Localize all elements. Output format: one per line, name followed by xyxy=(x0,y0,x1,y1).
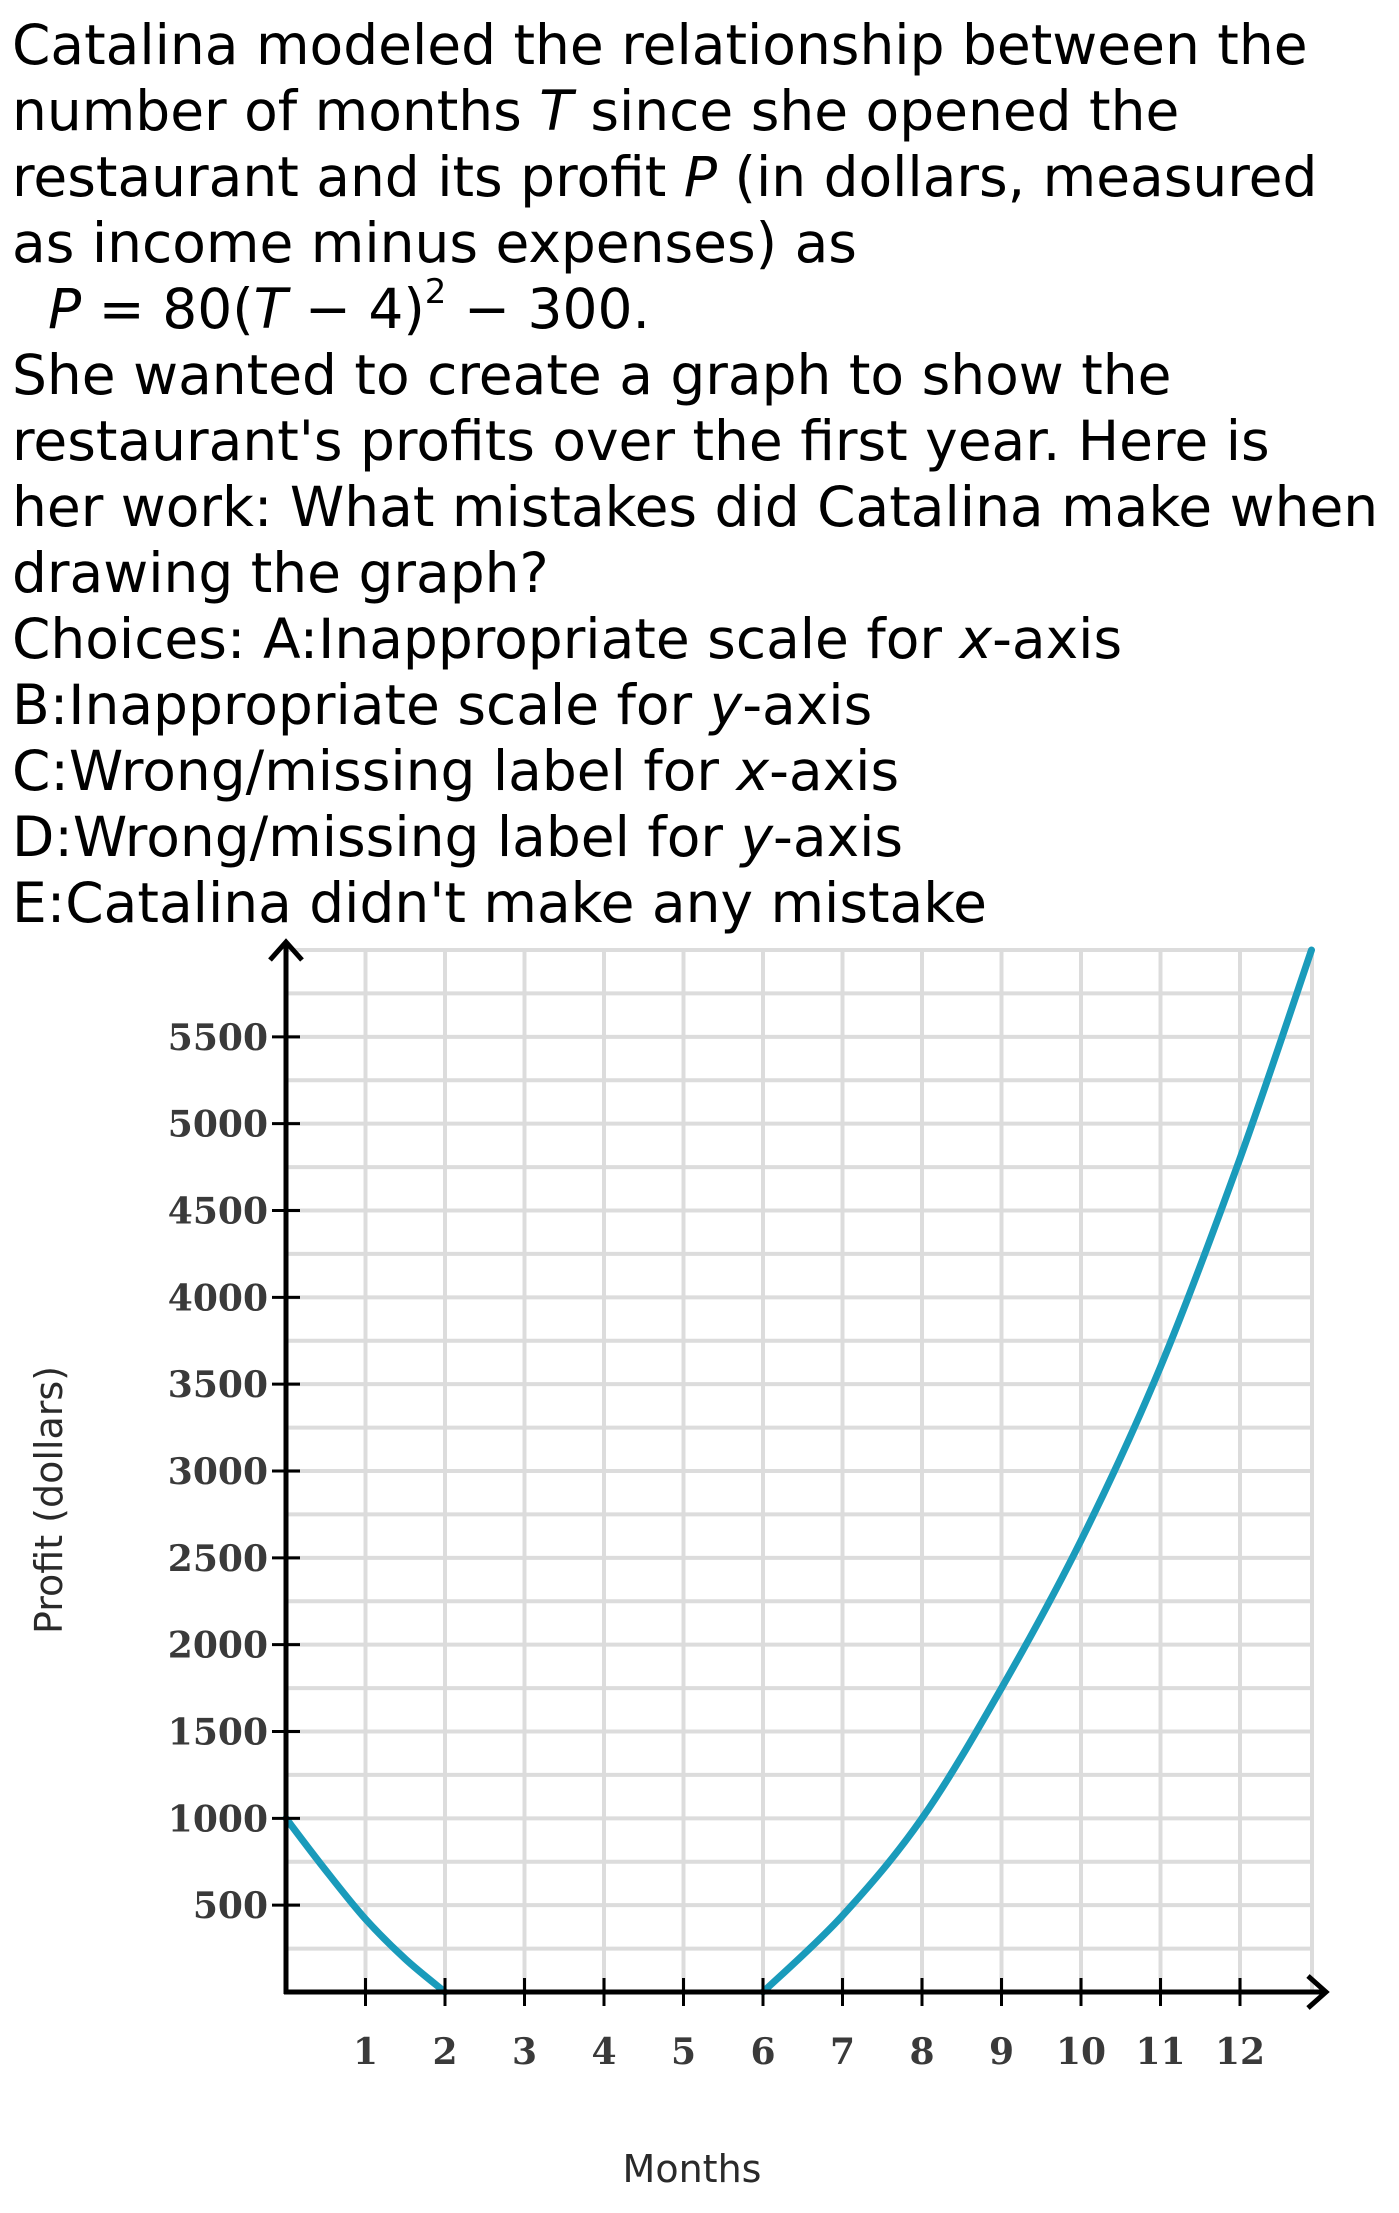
formula-exponent: 2 xyxy=(424,271,447,312)
choice-d-suffix: -axis xyxy=(773,805,904,869)
intro-line-4: as income minus expenses) as xyxy=(12,211,857,275)
intro-line-2: number of months T since she opened the xyxy=(12,78,1392,144)
y-tick-label: 4000 xyxy=(168,1277,268,1319)
x-tick-label: 10 xyxy=(1056,2031,1106,2073)
x-tick-label: 4 xyxy=(591,2031,616,2073)
x-tick-label: 1 xyxy=(353,2031,378,2073)
curves xyxy=(282,946,1315,1996)
series-curve-1 xyxy=(282,1814,449,1996)
intro-line-1: Catalina modeled the relationship betwee… xyxy=(12,13,1308,77)
choice-c-suffix: -axis xyxy=(769,739,900,803)
choice-b: B:Inappropriate scale for y-axis xyxy=(12,672,1392,738)
intro-line-3b: (in dollars, measured xyxy=(717,145,1318,209)
y-tick-label: 5500 xyxy=(168,1017,268,1059)
profit-chart: 500 1000 1500 2000 2500 3000 3500 4000 4500 5000 5… xyxy=(27,938,1330,2191)
choice-a: Choices: A:Inappropriate scale for x-axi… xyxy=(12,606,1392,672)
choice-a-suffix: -axis xyxy=(992,607,1123,671)
x-tick-label: 11 xyxy=(1135,2031,1185,2073)
x-axis-label: Months xyxy=(623,2147,762,2191)
body-line-3: her work: What mistakes did Catalina mak… xyxy=(12,475,1379,539)
formula-t: T xyxy=(253,277,288,341)
formula-tail: − 300. xyxy=(446,277,650,341)
chart-container: 500 1000 1500 2000 2500 3000 3500 4000 4500 5000 5… xyxy=(0,930,1399,2213)
choice-a-prefix: Choices: A:Inappropriate scale for xyxy=(12,607,960,671)
y-tick-label: 4500 xyxy=(168,1191,268,1233)
formula-inner: − 4) xyxy=(287,277,425,341)
problem-text: Catalina modeled the relationship betwee… xyxy=(12,12,1392,936)
intro-line-3: restaurant and its profit P (in dollars,… xyxy=(12,144,1392,210)
y-tick-label: 3500 xyxy=(168,1364,268,1406)
choice-b-suffix: -axis xyxy=(742,673,873,737)
choice-b-var: y xyxy=(709,673,743,737)
grid xyxy=(284,948,1314,1992)
choice-a-var: x xyxy=(959,607,993,671)
x-tick-label: 7 xyxy=(830,2031,855,2073)
x-tick-label: 2 xyxy=(432,2031,457,2073)
x-tick-label: 9 xyxy=(989,2031,1014,2073)
choice-c-prefix: C:Wrong/missing label for xyxy=(12,739,737,803)
choice-d: D:Wrong/missing label for y-axis xyxy=(12,804,1392,870)
formula-lhs: P xyxy=(48,277,82,341)
x-tick-label: 3 xyxy=(512,2031,537,2073)
var-t: T xyxy=(539,79,573,143)
x-tick-label: 6 xyxy=(750,2031,775,2073)
x-axis-arrow xyxy=(1306,1974,1330,2010)
series-curve-2 xyxy=(759,946,1315,1996)
y-tick-label: 2500 xyxy=(168,1538,268,1580)
x-tick-label: 12 xyxy=(1215,2031,1265,2073)
y-axis-arrow xyxy=(268,938,304,962)
axes xyxy=(268,938,1330,2010)
y-tick-label: 3000 xyxy=(168,1451,268,1493)
intro-line-2a: number of months xyxy=(12,79,540,143)
y-tick-label: 500 xyxy=(193,1885,268,1927)
choice-c: C:Wrong/missing label for x-axis xyxy=(12,738,1392,804)
body-line-2: restaurant's profits over the first year… xyxy=(12,409,1270,473)
intro-line-2b: since she opened the xyxy=(572,79,1180,143)
y-tick-label: 5000 xyxy=(168,1104,268,1146)
y-axis-label: Profit (dollars) xyxy=(27,1366,71,1634)
y-tick-label: 1500 xyxy=(168,1712,268,1754)
formula: P = 80(T − 4)2 − 300. xyxy=(12,275,1392,342)
x-tick-label: 5 xyxy=(671,2031,696,2073)
x-tick-label: 8 xyxy=(909,2031,934,2073)
y-tick-label: 1000 xyxy=(168,1798,268,1840)
formula-mid: = 80( xyxy=(81,277,254,341)
choice-e: E:Catalina didn't make any mistake xyxy=(12,870,1392,936)
body-line-1: She wanted to create a graph to show the xyxy=(12,343,1172,407)
y-tick-label: 2000 xyxy=(168,1625,268,1667)
choice-d-prefix: D:Wrong/missing label for xyxy=(12,805,741,869)
ticks: 500 1000 1500 2000 2500 3000 3500 4000 4500 5000 5… xyxy=(168,1017,1265,2073)
intro-line-3a: restaurant and its profit xyxy=(12,145,684,209)
choice-c-var: x xyxy=(736,739,770,803)
choice-e-text: E:Catalina didn't make any mistake xyxy=(12,871,987,935)
choice-d-var: y xyxy=(740,805,774,869)
body-line-4: drawing the graph? xyxy=(12,541,549,605)
var-p: P xyxy=(683,145,718,209)
choice-b-prefix: B:Inappropriate scale for xyxy=(12,673,710,737)
